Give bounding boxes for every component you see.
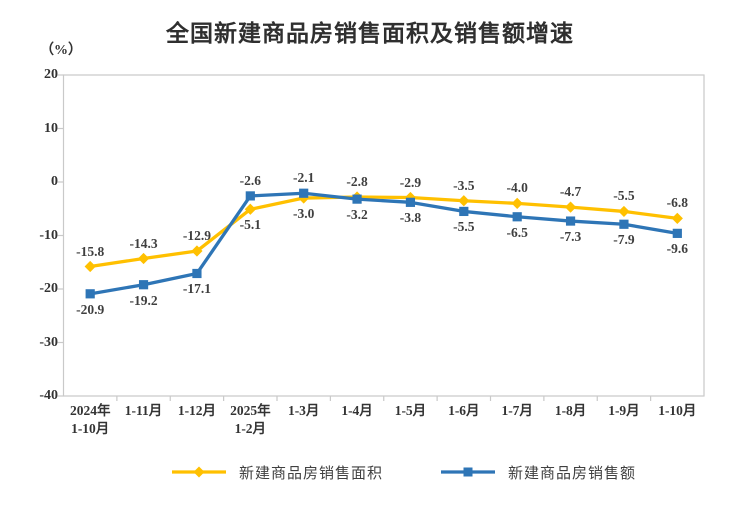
legend-item-sales-amount: 新建商品房销售额 [437, 461, 636, 483]
series-1-marker [672, 228, 682, 238]
y-tick-label: -40 [39, 388, 58, 403]
x-tick-label: 1-11月 [124, 403, 163, 418]
x-tick-label: 1-6月 [448, 403, 480, 418]
series-1-marker [299, 188, 309, 198]
y-tick-label: -10 [39, 227, 58, 243]
data-label: -4.0 [506, 180, 528, 196]
legend-marker [193, 466, 205, 478]
x-tick-label: 2025年 1-2月 [230, 403, 271, 436]
series-line-1 [88, 191, 679, 296]
x-tick-label: 1-3月 [287, 403, 320, 418]
series-1-marker [192, 268, 202, 279]
legend-label-sales-amount: 新建商品房销售额 [508, 465, 637, 482]
x-tick-label: 1-7月 [501, 403, 533, 418]
y-tick-label: -30 [39, 334, 58, 350]
data-label: -5.5 [613, 188, 635, 204]
series-1-marker [565, 216, 576, 226]
data-label: -15.8 [76, 243, 105, 259]
series-1-marker [619, 219, 629, 229]
data-label: -14.3 [129, 235, 158, 251]
data-label: -7.9 [613, 232, 635, 248]
series-1-marker [245, 191, 255, 201]
y-tick-label: -20 [39, 281, 58, 296]
data-label: -2.6 [239, 172, 261, 188]
series-0-marker [137, 252, 150, 265]
series-1-marker [512, 212, 522, 222]
legend-label-sales-area: 新建商品房销售面积 [239, 465, 384, 482]
series-0-marker [244, 203, 256, 215]
legend-item-sales-area: 新建商品房销售面积 [168, 461, 383, 483]
x-tick-label: 1-4月 [341, 403, 373, 418]
data-label: -17.1 [182, 281, 211, 297]
plot-border [62, 74, 705, 397]
series-0-marker [618, 205, 630, 218]
data-label: -12.9 [182, 228, 211, 243]
series-1-marker [85, 289, 95, 299]
data-label: -3.2 [346, 207, 368, 223]
series-0-marker [671, 212, 683, 224]
series-0-marker [191, 245, 203, 257]
data-label: -5.5 [453, 219, 475, 235]
series-0-marker [458, 195, 470, 207]
series-1-marker [352, 194, 362, 204]
sales-area-line-marker-icon [172, 466, 226, 478]
x-tick-label: 1-5月 [394, 403, 427, 418]
data-label: -7.3 [559, 229, 582, 245]
data-label: -3.8 [399, 210, 422, 226]
x-tick-label: 1-9月 [608, 403, 640, 418]
x-tick-label: 2024年 1-10月 [69, 403, 111, 436]
data-label: -6.8 [666, 195, 688, 211]
chart-title: 全国新建商品房销售面积及销售额增速 [166, 20, 574, 46]
y-axis-unit-label: （%） [40, 43, 82, 58]
y-tick-label: 10 [44, 120, 58, 136]
data-label: -6.5 [506, 224, 528, 240]
data-label: -3.5 [453, 177, 475, 193]
data-label: -3.0 [293, 206, 315, 222]
x-tick-label: 1-10月 [658, 403, 697, 418]
series-0-marker [511, 197, 523, 209]
data-label: -5.1 [239, 217, 261, 233]
chart-legend: 新建商品房销售面积 新建商品房销售额 [0, 461, 740, 483]
y-tick-label: 20 [44, 67, 58, 82]
data-label: -2.8 [346, 173, 368, 189]
series-0-marker [84, 260, 96, 273]
data-label: -19.2 [129, 292, 158, 308]
legend-marker [463, 467, 473, 477]
data-label: -20.9 [76, 301, 105, 317]
data-label: -2.1 [293, 170, 315, 186]
series-1-marker [138, 280, 149, 290]
series-line-0 [88, 195, 679, 269]
series-1-marker [405, 197, 416, 207]
data-label: -2.9 [399, 174, 422, 190]
sales-amount-line-marker-icon [441, 467, 495, 477]
x-tick-label: 1-12月 [177, 403, 217, 418]
y-tick-label: 0 [51, 174, 58, 189]
series-1-marker [459, 206, 469, 217]
data-label: -9.6 [666, 241, 688, 257]
x-tick-label: 1-8月 [554, 403, 587, 418]
data-label: -4.7 [559, 184, 582, 200]
series-0-marker [564, 201, 577, 213]
